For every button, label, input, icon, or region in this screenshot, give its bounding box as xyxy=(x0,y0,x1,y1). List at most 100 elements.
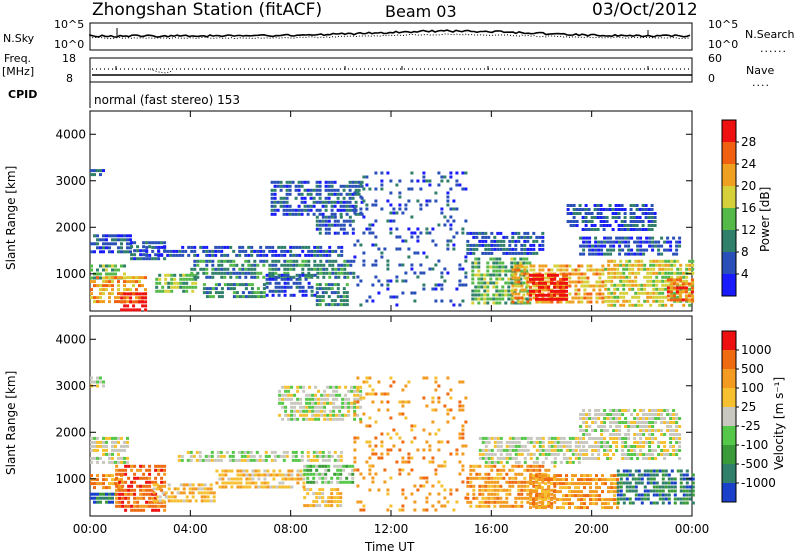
power-cell-21 xyxy=(682,279,686,283)
velocity-cell-6 xyxy=(294,450,298,454)
power-cell-17 xyxy=(523,268,527,272)
velocity-cell-13 xyxy=(508,436,512,440)
velocity-cell-13 xyxy=(547,440,551,444)
power-cell-17 xyxy=(517,280,521,284)
power-cell-1 xyxy=(126,234,129,238)
velocity-cell-4 xyxy=(136,468,140,472)
power-cell-21 xyxy=(628,303,632,307)
power-cell-17 xyxy=(586,292,590,296)
velocity-cell-8 xyxy=(281,397,285,401)
power-cell-14 xyxy=(461,171,465,175)
velocity-cell-15 xyxy=(672,421,676,424)
power-cell-19 xyxy=(657,244,661,248)
velocity-cell-12 xyxy=(475,496,479,500)
velocity-cell-16 xyxy=(673,481,677,485)
velocity-cell-8 xyxy=(332,385,336,389)
nsky-trace xyxy=(89,29,691,38)
velocity-cell-15 xyxy=(654,449,658,452)
power-cell-21 xyxy=(679,271,683,275)
velocity-cell-13 xyxy=(478,448,482,452)
velocity-cell-9 xyxy=(315,464,319,468)
velocity-cell-16 xyxy=(625,473,629,477)
power-cell-17 xyxy=(559,264,563,268)
power-cell-17 xyxy=(589,292,593,296)
power-cell-15 xyxy=(525,289,529,293)
velocity-cell-15 xyxy=(621,445,625,448)
power-cell-8 xyxy=(250,267,254,271)
velocity-cell-0 xyxy=(96,384,99,388)
power-cell-19 xyxy=(660,244,664,248)
power-cell-7 xyxy=(307,245,311,249)
power-cell-7 xyxy=(301,249,305,253)
velocity-cell-13 xyxy=(550,460,554,464)
power-cell-11 xyxy=(336,303,340,307)
power-cell-20 xyxy=(647,208,651,211)
power-cell-21 xyxy=(664,267,668,271)
power-cell-16 xyxy=(496,239,500,243)
velocity-cell-11 xyxy=(461,480,465,484)
velocity-cell-11 xyxy=(431,504,435,508)
power-cell-19 xyxy=(585,236,589,240)
velocity-cell-15 xyxy=(591,417,595,420)
velocity-cell-14 xyxy=(580,494,583,498)
power-cell-9 xyxy=(220,291,224,295)
power-cell-17 xyxy=(538,300,542,304)
velocity-cell-15 xyxy=(612,441,616,444)
power-cell-3 xyxy=(126,276,129,280)
velocity-cell-11 xyxy=(428,432,432,436)
power-cell-14 xyxy=(419,203,423,207)
velocity-cell-5 xyxy=(182,483,186,487)
velocity-cell-11 xyxy=(458,436,462,440)
power-cell-20 xyxy=(566,220,570,223)
power-cell-7 xyxy=(172,253,176,257)
power-cell-8 xyxy=(235,271,239,275)
velocity-cell-12 xyxy=(517,488,521,492)
power-cell-17 xyxy=(556,292,560,296)
power-cell-21 xyxy=(619,263,623,267)
velocity-cell-14 xyxy=(550,502,553,506)
velocity-cell-12 xyxy=(502,468,506,472)
power-cell-14 xyxy=(416,251,420,255)
power-cell-18 xyxy=(550,289,553,293)
velocity-cell-16 xyxy=(667,485,671,489)
power-cell-4 xyxy=(126,308,130,312)
velocity-cell-11 xyxy=(353,412,357,416)
velocity-cell-14 xyxy=(577,490,580,494)
power-cell-12 xyxy=(345,184,349,188)
velocity-cell-8 xyxy=(347,389,351,393)
velocity-cell-15 xyxy=(591,457,595,460)
power-cell-3 xyxy=(111,280,114,284)
velocity-cell-15 xyxy=(657,453,661,456)
velocity-cell-6 xyxy=(180,454,184,458)
velocity-cell-15 xyxy=(588,409,592,412)
velocity-cell-15 xyxy=(645,425,649,428)
velocity-cell-11 xyxy=(380,444,384,448)
power-cell-12 xyxy=(327,188,331,192)
power-cell-15 xyxy=(471,265,475,269)
velocity-cell-7 xyxy=(242,469,246,473)
velocity-cell-8 xyxy=(278,401,282,405)
power-cell-14 xyxy=(440,283,444,287)
power-cell-8 xyxy=(289,267,293,271)
velocity-cell-14 xyxy=(541,494,544,498)
power-cell-7 xyxy=(298,245,302,249)
velocity-cell-12 xyxy=(487,488,491,492)
velocity-cell-15 xyxy=(657,445,661,448)
power-cell-22 xyxy=(690,294,694,298)
velocity-cell-4 xyxy=(145,484,149,488)
velocity-cell-13 xyxy=(541,436,545,440)
power-cell-12 xyxy=(294,208,298,212)
power-cell-14 xyxy=(398,247,402,251)
velocity-cell-15 xyxy=(648,453,652,456)
velocity-cell-6 xyxy=(318,454,322,458)
power-cell-14 xyxy=(371,223,375,227)
station-title: Zhongshan Station (fitACF) xyxy=(92,0,323,20)
velocity-cell-13 xyxy=(547,448,551,452)
power-cell-17 xyxy=(526,280,530,284)
power-cell-7 xyxy=(175,249,179,253)
power-cell-12 xyxy=(348,196,352,200)
power-cell-9 xyxy=(211,295,215,299)
velocity-cell-7 xyxy=(239,473,243,477)
velocity-cell-15 xyxy=(672,413,676,416)
power-cell-21 xyxy=(628,283,632,287)
